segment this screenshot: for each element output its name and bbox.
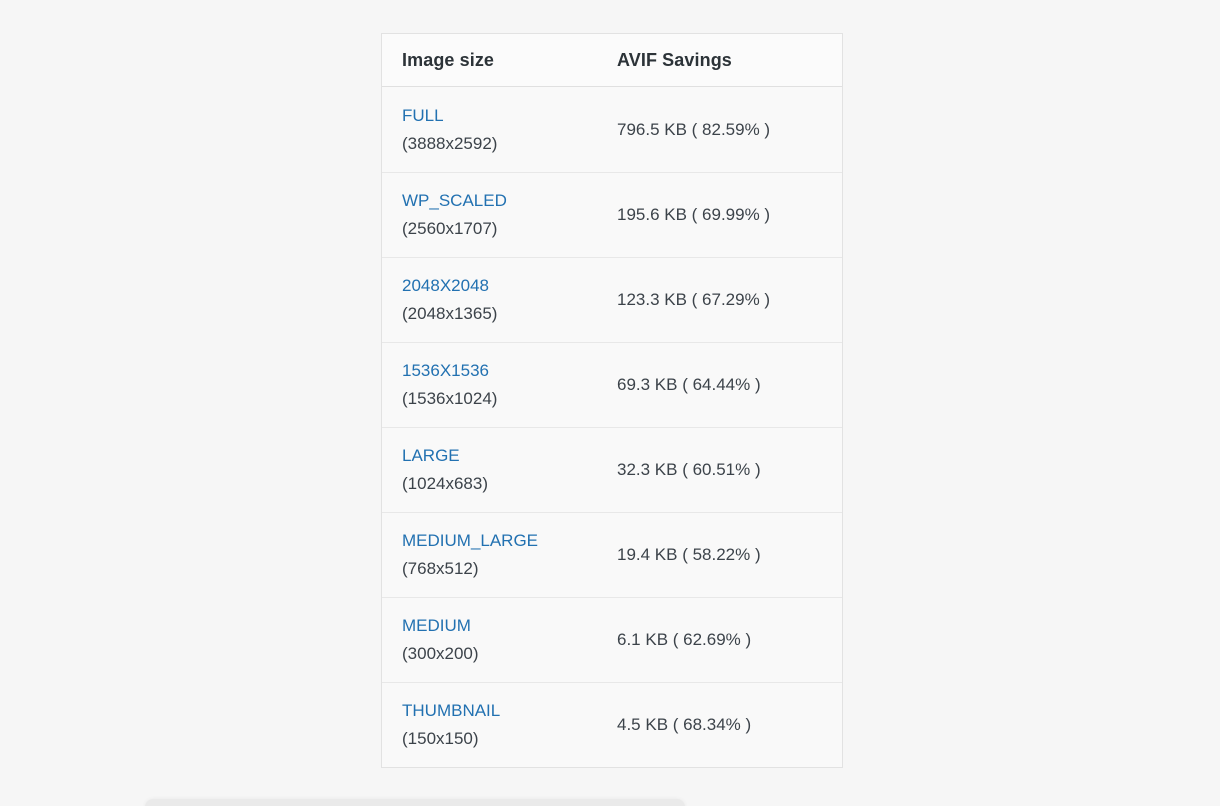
- column-header-image-size: Image size: [402, 49, 495, 70]
- page-bottom-card-edge: [145, 799, 685, 806]
- image-size-cell: MEDIUM_LARGE (768x512): [402, 528, 617, 582]
- image-size-link[interactable]: 1536X1536: [402, 360, 489, 380]
- avif-savings-value: 123.3 KB ( 67.29% ): [617, 289, 771, 309]
- image-dimensions: (300x200): [402, 643, 479, 663]
- table-row: FULL (3888x2592) 796.5 KB ( 82.59% ): [382, 87, 842, 172]
- table-row: MEDIUM (300x200) 6.1 KB ( 62.69% ): [382, 597, 842, 682]
- table-row: LARGE (1024x683) 32.3 KB ( 60.51% ): [382, 427, 842, 512]
- column-header-avif-savings: AVIF Savings: [617, 49, 732, 70]
- image-size-cell: 1536X1536 (1536x1024): [402, 358, 617, 412]
- avif-savings-value: 195.6 KB ( 69.99% ): [617, 204, 771, 224]
- avif-savings-value: 32.3 KB ( 60.51% ): [617, 459, 761, 479]
- image-size-link[interactable]: MEDIUM_LARGE: [402, 530, 539, 550]
- table-header-row: Image size AVIF Savings: [382, 34, 842, 87]
- image-size-link[interactable]: LARGE: [402, 445, 460, 465]
- image-dimensions: (1536x1024): [402, 388, 498, 408]
- image-dimensions: (2560x1707): [402, 218, 498, 238]
- image-size-link[interactable]: THUMBNAIL: [402, 700, 501, 720]
- image-size-cell: WP_SCALED (2560x1707): [402, 188, 617, 242]
- image-size-link[interactable]: WP_SCALED: [402, 190, 507, 210]
- table-row: 2048X2048 (2048x1365) 123.3 KB ( 67.29% …: [382, 257, 842, 342]
- avif-savings-value: 796.5 KB ( 82.59% ): [617, 119, 771, 139]
- image-dimensions: (150x150): [402, 728, 479, 748]
- image-size-cell: THUMBNAIL (150x150): [402, 698, 617, 752]
- avif-savings-value: 69.3 KB ( 64.44% ): [617, 374, 761, 394]
- image-dimensions: (3888x2592): [402, 133, 498, 153]
- image-dimensions: (1024x683): [402, 473, 489, 493]
- avif-savings-value: 19.4 KB ( 58.22% ): [617, 544, 761, 564]
- image-dimensions: (2048x1365): [402, 303, 498, 323]
- table-row: WP_SCALED (2560x1707) 195.6 KB ( 69.99% …: [382, 172, 842, 257]
- image-size-link[interactable]: 2048X2048: [402, 275, 489, 295]
- image-size-cell: MEDIUM (300x200): [402, 613, 617, 667]
- image-size-cell: 2048X2048 (2048x1365): [402, 273, 617, 327]
- avif-savings-value: 6.1 KB ( 62.69% ): [617, 629, 752, 649]
- image-size-link[interactable]: FULL: [402, 105, 444, 125]
- table-row: THUMBNAIL (150x150) 4.5 KB ( 68.34% ): [382, 682, 842, 767]
- image-dimensions: (768x512): [402, 558, 479, 578]
- image-size-cell: FULL (3888x2592): [402, 103, 617, 157]
- table-row: 1536X1536 (1536x1024) 69.3 KB ( 64.44% ): [382, 342, 842, 427]
- image-size-link[interactable]: MEDIUM: [402, 615, 471, 635]
- image-size-cell: LARGE (1024x683): [402, 443, 617, 497]
- table-row: MEDIUM_LARGE (768x512) 19.4 KB ( 58.22% …: [382, 512, 842, 597]
- avif-savings-value: 4.5 KB ( 68.34% ): [617, 714, 752, 734]
- avif-savings-table: Image size AVIF Savings FULL (3888x2592)…: [381, 33, 843, 768]
